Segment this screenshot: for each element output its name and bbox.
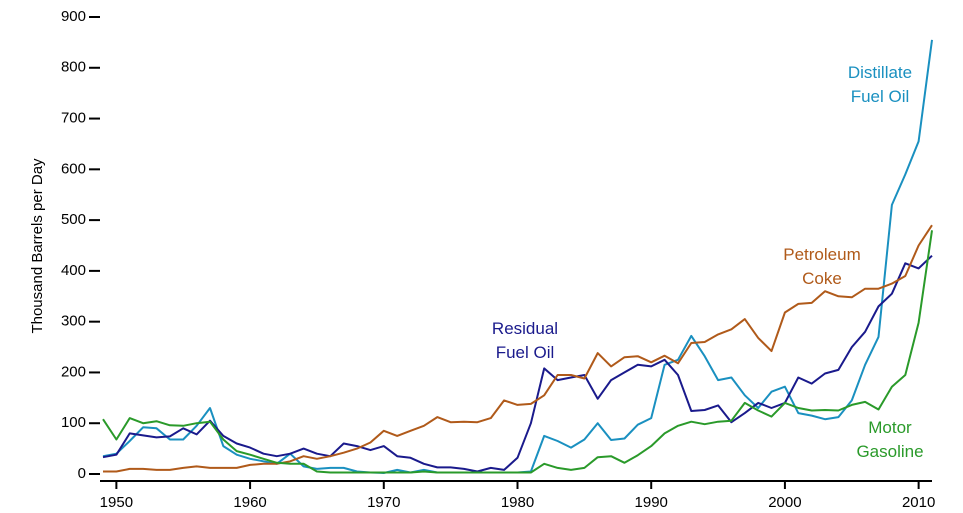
- x-tick-label: 1970: [367, 494, 400, 511]
- y-tick-label: 300: [61, 313, 86, 330]
- series-label: Residual Fuel Oil: [491, 319, 559, 362]
- series-label: Petroleum Coke: [783, 245, 861, 288]
- series-label: Motor Gasoline: [856, 418, 924, 461]
- x-tick-label: 2000: [768, 494, 801, 511]
- y-tick-label: 900: [61, 8, 86, 25]
- series-line: [103, 224, 933, 473]
- y-tick-label: 400: [61, 262, 86, 279]
- x-tick-label: 1990: [635, 494, 668, 511]
- x-tick-label: 1960: [233, 494, 266, 511]
- y-tick-label: 800: [61, 59, 86, 76]
- x-tick-label: 2010: [902, 494, 935, 511]
- x-tick-label: 1980: [501, 494, 534, 511]
- y-tick-label: 600: [61, 160, 86, 177]
- y-tick-label: 500: [61, 211, 86, 228]
- y-tick-label: 100: [61, 414, 86, 431]
- y-tick-label: 0: [78, 465, 86, 482]
- y-tick-label: 700: [61, 110, 86, 127]
- y-tick-label: 200: [61, 363, 86, 380]
- series-label: Distillate Fuel Oil: [847, 63, 913, 106]
- x-tick-label: 1950: [100, 494, 133, 511]
- series-line: [102, 230, 933, 474]
- series-line: [102, 254, 933, 473]
- y-axis-label: Thousand Barrels per Day: [29, 158, 46, 334]
